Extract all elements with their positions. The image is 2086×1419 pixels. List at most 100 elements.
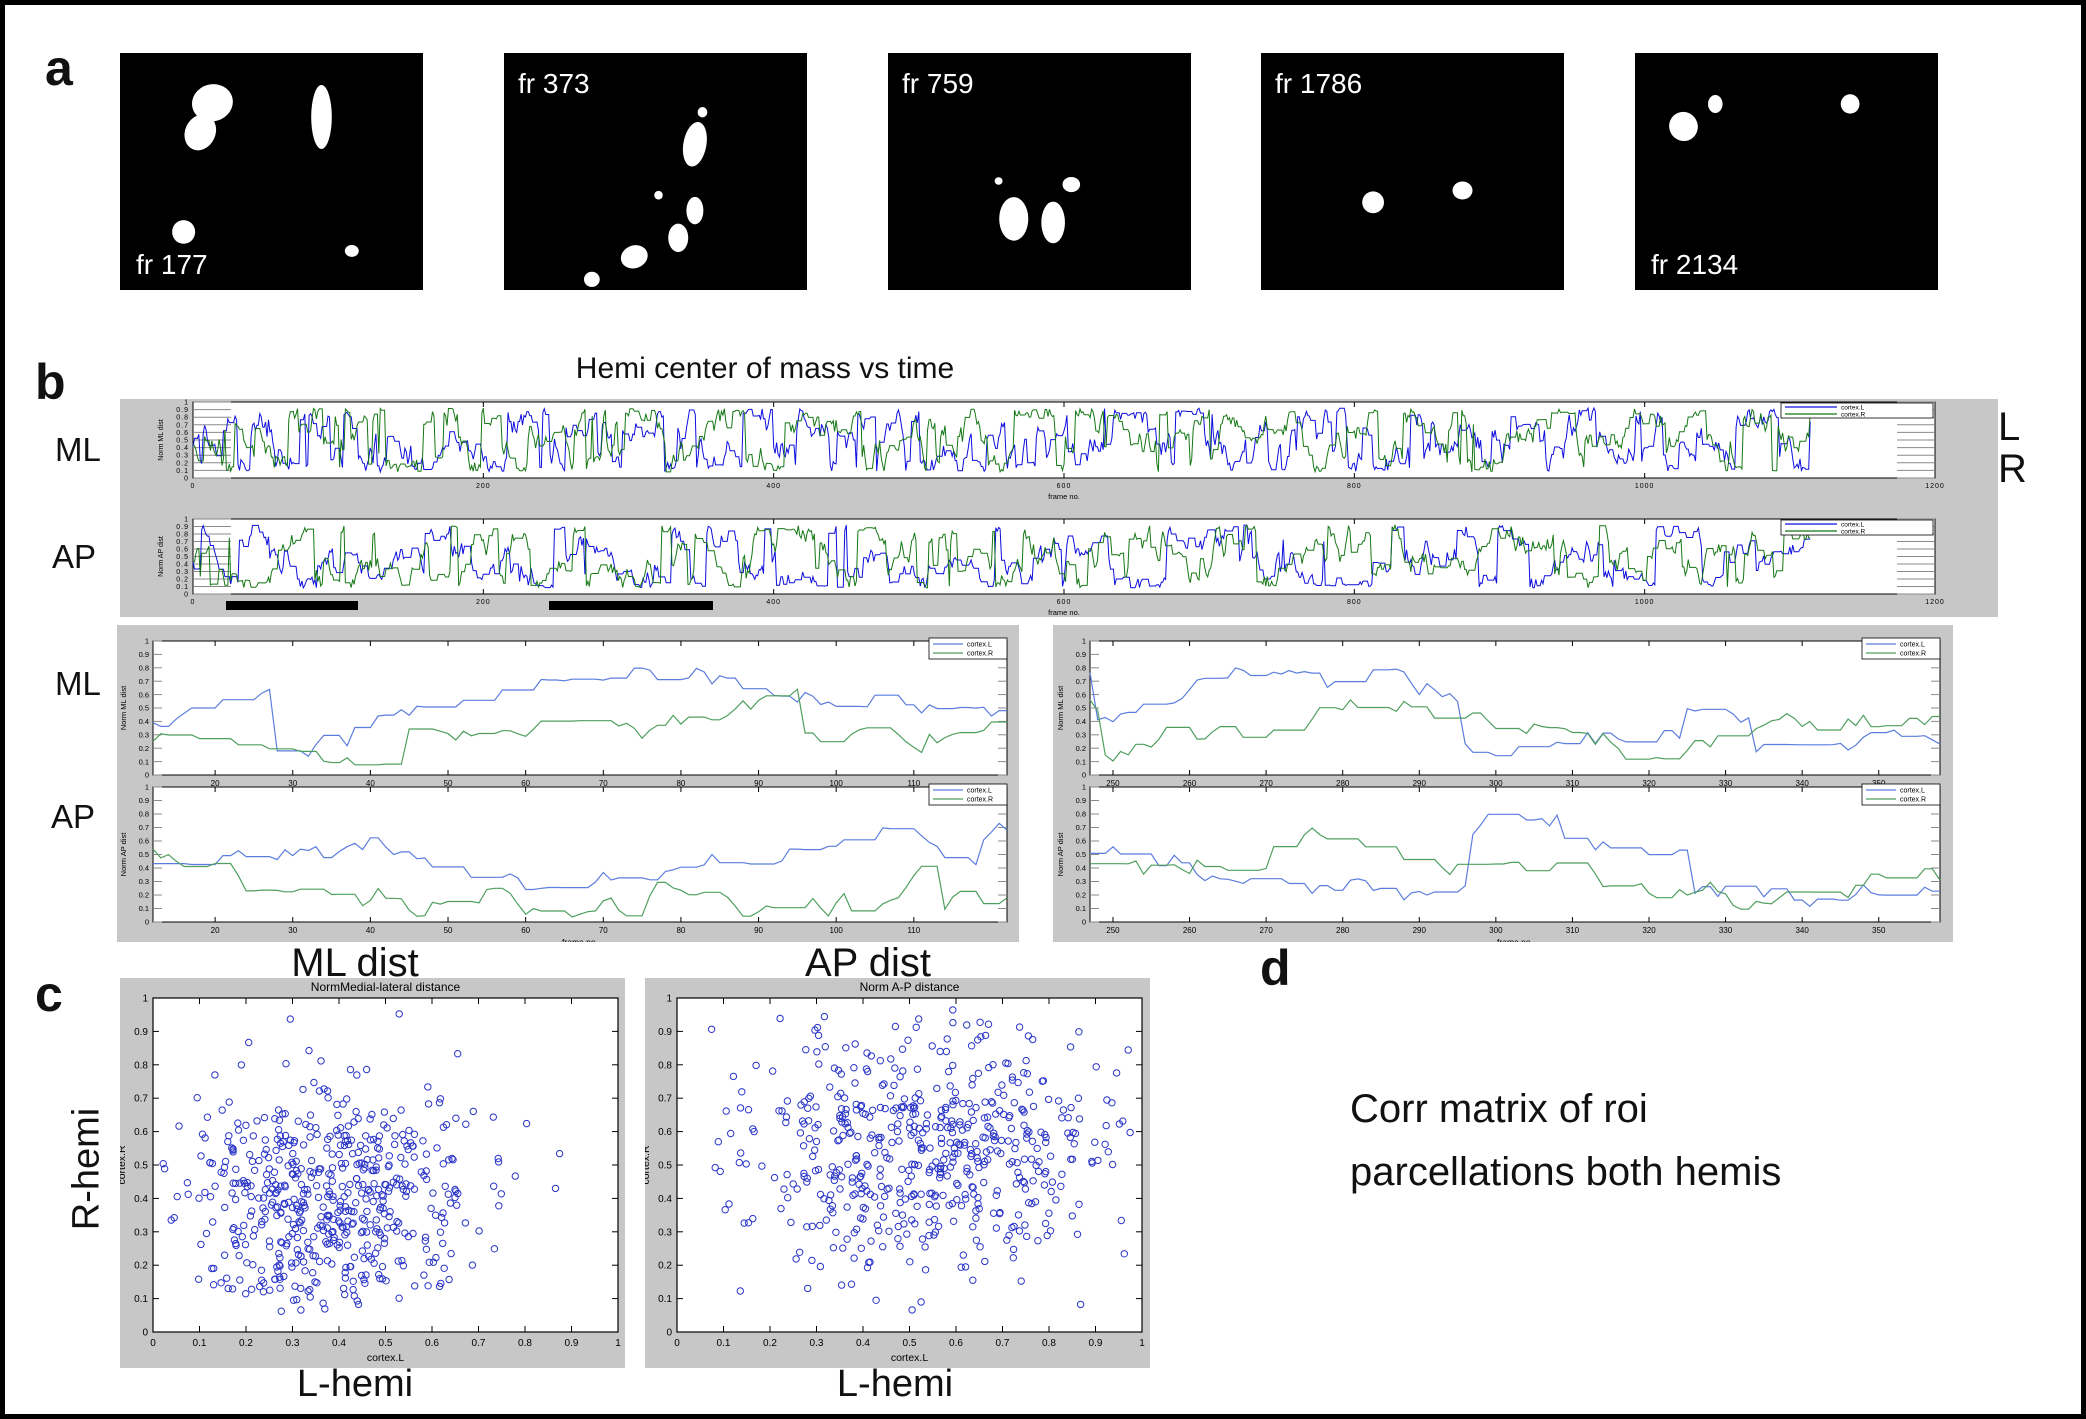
- ap-dist-title: AP dist: [805, 941, 931, 985]
- x-tick-label: 60: [521, 779, 530, 788]
- data-point: [918, 1235, 927, 1243]
- legend-entry-label: cortex.R: [967, 651, 993, 658]
- data-point: [968, 1183, 976, 1191]
- data-point: [294, 1117, 303, 1125]
- data-point: [887, 1123, 896, 1132]
- data-point: [905, 1124, 914, 1132]
- y-axis-label: Norm ML dist: [119, 685, 128, 730]
- data-point: [225, 1132, 233, 1140]
- data-point: [947, 1124, 955, 1133]
- frame-fr-177: fr 177: [120, 53, 423, 290]
- data-point: [967, 1108, 976, 1116]
- data-point: [359, 1180, 367, 1189]
- data-point: [822, 1216, 831, 1224]
- data-point: [292, 1201, 301, 1210]
- data-point: [354, 1300, 363, 1309]
- data-point: [325, 1170, 333, 1178]
- x-tick-label: 330: [1719, 926, 1733, 935]
- data-point: [890, 1081, 898, 1090]
- data-point: [439, 1160, 447, 1168]
- data-point: [1029, 1102, 1038, 1111]
- data-point: [949, 1018, 957, 1027]
- data-point: [380, 1108, 389, 1116]
- data-point: [259, 1194, 268, 1202]
- data-point: [815, 1060, 823, 1068]
- data-point: [409, 1229, 417, 1238]
- segmented-blob: [682, 121, 707, 167]
- data-point: [974, 1036, 982, 1044]
- data-point: [338, 1182, 347, 1191]
- y-tick-label: 0.1: [139, 757, 149, 766]
- data-point: [421, 1233, 430, 1241]
- y-tick-label: 0.5: [1076, 704, 1086, 713]
- y-tick-label: 0.4: [134, 1194, 148, 1205]
- data-point: [278, 1239, 286, 1247]
- data-point: [1073, 1230, 1082, 1238]
- y-axis-label: cortex.R: [645, 1145, 652, 1185]
- data-point: [1034, 1167, 1043, 1176]
- data-point: [1014, 1211, 1023, 1219]
- data-point: [433, 1144, 441, 1152]
- data-point: [271, 1275, 279, 1283]
- data-point: [1075, 1115, 1084, 1123]
- data-point: [445, 1156, 453, 1164]
- x-tick-label: 400: [766, 483, 781, 490]
- x-tick-label: 0: [150, 1338, 156, 1349]
- data-point: [1046, 1152, 1055, 1160]
- data-point: [313, 1279, 321, 1287]
- data-point: [992, 1110, 1000, 1118]
- data-point: [193, 1094, 201, 1102]
- data-point: [432, 1253, 440, 1262]
- y-tick-label: 0.1: [176, 468, 189, 475]
- data-point: [821, 1043, 830, 1051]
- data-point: [1067, 1155, 1075, 1164]
- y-tick-label: 0.4: [1076, 864, 1086, 873]
- data-point: [1045, 1209, 1053, 1217]
- data-point: [888, 1138, 896, 1147]
- y-tick-label: 0.3: [134, 1227, 148, 1238]
- data-point: [266, 1243, 274, 1251]
- data-point: [201, 1188, 209, 1197]
- data-point: [1112, 1069, 1121, 1077]
- data-point: [220, 1251, 229, 1259]
- legend-entry-label: cortex.L: [1841, 405, 1865, 412]
- series-cortex-R: [192, 407, 1811, 474]
- x-tick-label: 280: [1336, 926, 1350, 935]
- data-point: [440, 1264, 448, 1272]
- data-point: [442, 1121, 451, 1129]
- data-point: [879, 1243, 887, 1251]
- l-hemi-axis-label-left: L-hemi: [296, 1363, 414, 1405]
- panel-c-label: c: [35, 966, 63, 1022]
- x-tick-label: 320: [1642, 779, 1656, 788]
- chart-box-boxR: 0 0.1 0.2 0.3 0.4 0.5 0.6 0.7 0.8 0.9 1 250 260 270 28…: [1053, 625, 1953, 942]
- data-point: [230, 1236, 239, 1244]
- data-point: [992, 1191, 1000, 1200]
- y-axis-label: Norm AP dist: [158, 536, 165, 577]
- y-tick-label: 0.2: [176, 460, 189, 467]
- data-point: [959, 1251, 967, 1259]
- data-point: [921, 1266, 930, 1274]
- data-point: [293, 1233, 302, 1242]
- data-point: [783, 1170, 791, 1179]
- data-point: [814, 1165, 823, 1174]
- data-point: [871, 1149, 879, 1157]
- data-point: [489, 1113, 497, 1121]
- x-tick-label: 100: [830, 779, 844, 788]
- data-point: [385, 1152, 393, 1160]
- data-point: [820, 1012, 829, 1021]
- data-point: [930, 1193, 939, 1201]
- data-point: [932, 1202, 940, 1210]
- data-point: [265, 1165, 274, 1173]
- data-point: [735, 1158, 744, 1167]
- data-point: [1115, 1120, 1124, 1128]
- data-point: [804, 1104, 812, 1112]
- data-point: [1005, 1231, 1013, 1239]
- y-tick-label: 0.5: [176, 438, 189, 445]
- data-point: [334, 1217, 343, 1225]
- segmented-blob: [1062, 176, 1081, 193]
- data-point: [1015, 1173, 1024, 1182]
- data-point: [231, 1195, 240, 1204]
- data-point: [275, 1249, 283, 1258]
- data-point: [259, 1204, 267, 1212]
- data-point: [375, 1154, 383, 1162]
